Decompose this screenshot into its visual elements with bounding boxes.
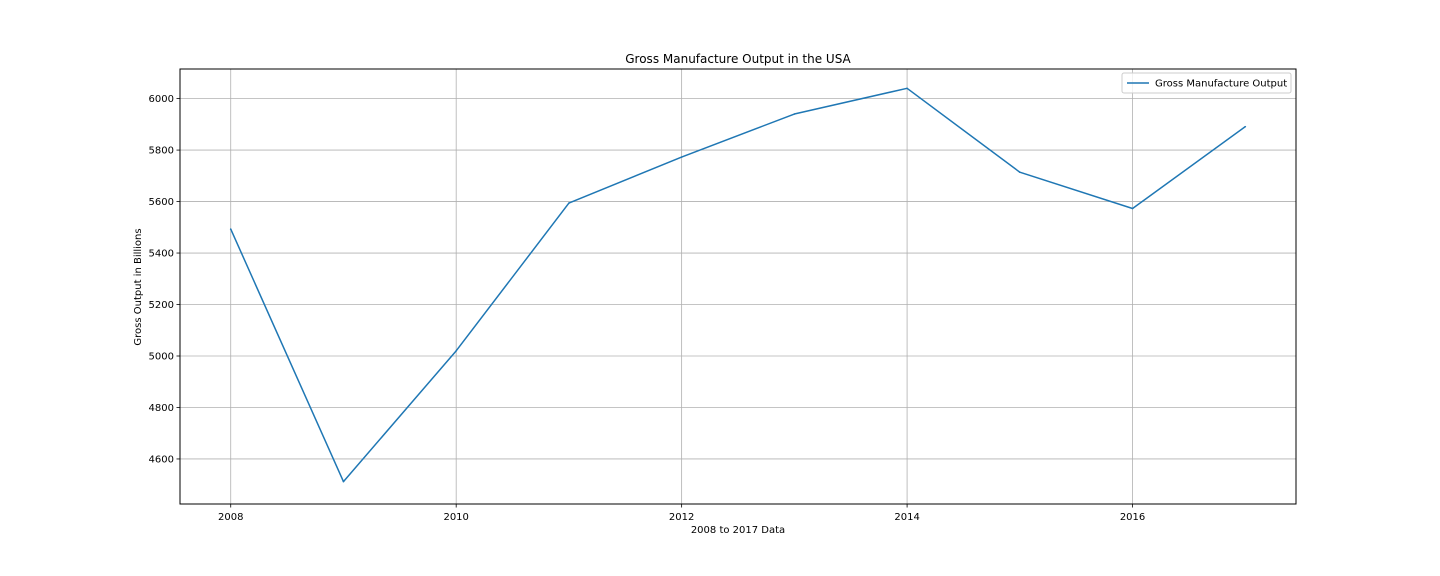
grid [180,69,1296,504]
y-axis: 4600 4800 5000 5200 5400 5600 5800 6000 [149,94,180,465]
chart-title: Gross Manufacture Output in the USA [625,52,851,66]
x-tick-label: 2012 [669,512,694,523]
legend-label: Gross Manufacture Output [1155,79,1287,90]
x-axis: 2008 2010 2012 2014 2016 [218,504,1145,523]
data-point [455,350,457,352]
data-point [680,156,683,158]
data-point [568,202,570,204]
data-point [342,480,345,483]
y-tick-label: 4600 [149,454,174,465]
legend: Gross Manufacture Output [1121,72,1292,94]
series-line [230,87,1246,483]
y-tick-label: 4800 [149,403,174,414]
y-axis-title: Gross Output in Billions [133,228,144,345]
data-point [1244,125,1247,128]
data-point [793,113,796,115]
y-tick-label: 5400 [149,249,174,260]
data-point [229,228,232,230]
x-tick-label: 2016 [1120,512,1145,523]
x-tick-label: 2014 [894,512,919,523]
x-axis-title: 2008 to 2017 Data [691,525,785,536]
x-tick-label: 2010 [443,512,468,523]
y-tick-label: 5000 [149,351,174,362]
y-tick-label: 5600 [149,197,174,208]
legend-box [1121,72,1292,94]
y-tick-label: 5200 [149,300,174,311]
plot-area-frame [179,68,1297,505]
data-point [1131,207,1134,210]
data-point [1019,171,1021,174]
y-tick-label: 5800 [149,146,174,157]
y-tick-label: 6000 [149,94,174,105]
x-tick-label: 2008 [218,512,243,523]
data-point [906,87,908,90]
series-layer [229,87,1247,483]
